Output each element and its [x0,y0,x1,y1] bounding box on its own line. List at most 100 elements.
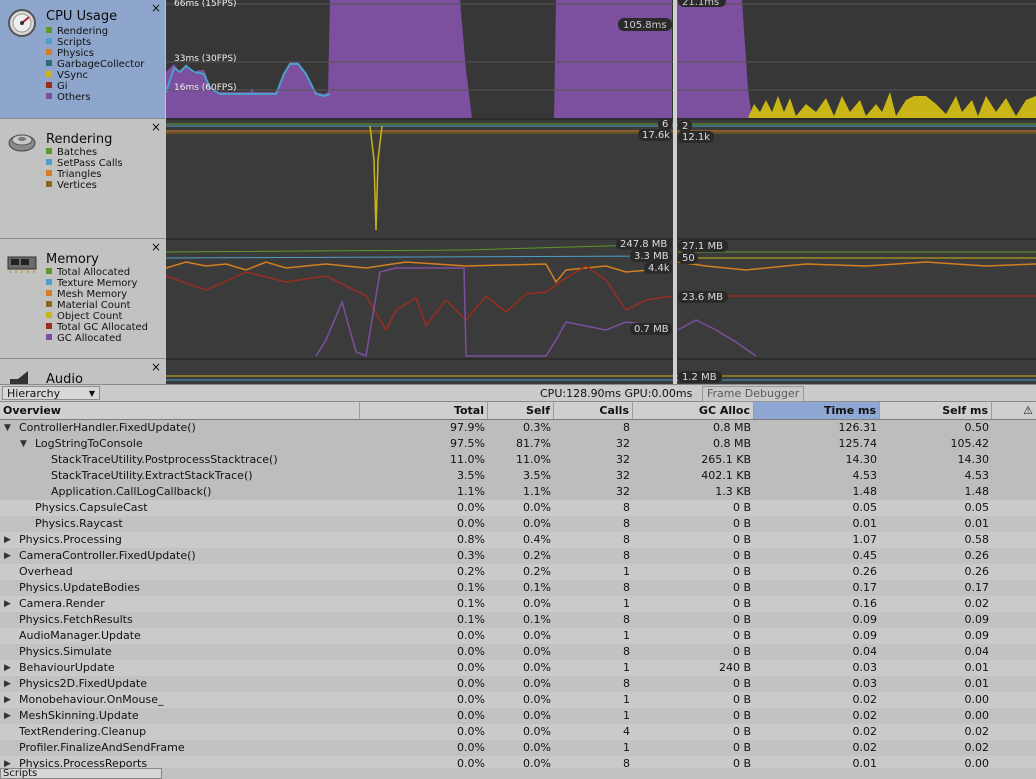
row-time: 0.02 [852,725,878,738]
row-total: 97.5% [450,437,485,450]
table-row[interactable]: ▶ Physics2D.FixedUpdate 0.0% 0.0% 8 0 B 0.03 0.… [0,676,1036,692]
table-row[interactable]: Profiler.FinalizeAndSendFrame 0.0% 0.0% 1 0 … [0,740,1036,756]
row-time: 14.30 [845,453,878,466]
table-row[interactable]: ▶ Monobehaviour.OnMouse_ 0.0% 0.0% 1 0 B 0.02 0… [0,692,1036,708]
row-self: 0.0% [523,597,551,610]
col-total[interactable]: Total [360,402,488,419]
close-icon[interactable]: × [150,1,161,15]
legend-item[interactable]: Material Count [46,300,148,311]
table-row[interactable]: Physics.CapsuleCast 0.0% 0.0% 8 0 B 0.05 0.05 [0,500,1036,516]
collapsed-arrow-icon[interactable]: ▶ [4,711,11,721]
fps60-label: 16ms (60FPS) [174,83,237,93]
row-self: 0.0% [523,725,551,738]
table-row[interactable]: Overhead 0.2% 0.2% 1 0 B 0.26 0.26 [0,564,1036,580]
col-gc-alloc[interactable]: GC Alloc [633,402,754,419]
legend-label: Total GC Allocated [57,322,149,333]
table-row[interactable]: StackTraceUtility.ExtractStackTrace() 3.5… [0,468,1036,484]
module-cpu-usage[interactable]: CPU Usage × Rendering Scripts Physics Garba… [0,0,165,119]
legend-item[interactable]: SetPass Calls [46,158,123,169]
legend-item[interactable]: Rendering [46,26,144,37]
fps30-label: 33ms (30FPS) [174,54,237,64]
collapsed-arrow-icon[interactable]: ▶ [4,599,11,609]
table-row[interactable]: ▶ BehaviourUpdate 0.0% 0.0% 1 240 B 0.03 0.01 [0,660,1036,676]
legend-item[interactable]: GarbageCollector [46,59,144,70]
legend-label: Rendering [57,26,109,37]
table-row[interactable]: Physics.FetchResults 0.1% 0.1% 8 0 B 0.09 0.09 [0,612,1036,628]
col-overview[interactable]: Overview [0,402,360,419]
audio-graph[interactable]: 1.2 MB [166,371,1036,383]
rendering-value-c: 2 [682,121,688,132]
legend-item[interactable]: Scripts [46,37,144,48]
collapsed-arrow-icon[interactable]: ▶ [4,695,11,705]
row-calls: 32 [616,453,630,466]
legend-item[interactable]: VSync [46,70,144,81]
legend-item[interactable]: Physics [46,48,144,59]
cpu-graph[interactable]: 66ms (15FPS) 33ms (30FPS) 16ms (60FPS) 1… [166,0,1036,118]
table-row[interactable]: TextRendering.Cleanup 0.0% 0.0% 4 0 B 0.02 0.0… [0,724,1036,740]
row-calls: 1 [623,597,630,610]
close-icon[interactable]: × [150,240,161,254]
legend-swatch [46,334,52,340]
frame-debugger-button[interactable]: Frame Debugger [702,386,805,402]
row-calls: 8 [623,517,630,530]
collapsed-arrow-icon[interactable]: ▶ [4,551,11,561]
view-dropdown[interactable]: Hierarchy ▼ [2,386,100,400]
close-icon[interactable]: × [150,120,161,134]
legend-item[interactable]: Texture Memory [46,278,148,289]
table-row[interactable]: Physics.UpdateBodies 0.1% 0.1% 8 0 B 0.17 0.17 [0,580,1036,596]
legend-item[interactable]: Others [46,92,144,103]
close-icon[interactable]: × [150,360,161,374]
legend-swatch [46,301,52,307]
collapsed-arrow-icon[interactable]: ▶ [4,759,11,769]
legend-item[interactable]: Object Count [46,311,148,322]
legend-item[interactable]: Gi [46,81,144,92]
memory-chip-icon [7,256,37,273]
row-name: Camera.Render [19,597,105,610]
legend-label: Object Count [57,311,123,322]
col-self-ms[interactable]: Self ms [880,402,992,419]
table-row[interactable]: ▶ Physics.Processing 0.8% 0.4% 8 0 B 1.07 0.58 [0,532,1036,548]
legend-item[interactable]: Triangles [46,169,123,180]
col-time-ms[interactable]: Time ms [754,402,880,419]
collapsed-arrow-icon[interactable]: ▶ [4,663,11,673]
table-row[interactable]: StackTraceUtility.PostprocessStacktrace(… [0,452,1036,468]
expanded-arrow-icon[interactable]: ▼ [20,439,27,449]
row-time: 1.48 [852,485,878,498]
table-row[interactable]: ▼ LogStringToConsole 97.5% 81.7% 32 0.8 MB 125… [0,436,1036,452]
table-row[interactable]: ▶ MeshSkinning.Update 0.0% 0.0% 1 0 B 0.02 0.00 [0,708,1036,724]
module-rendering[interactable]: Rendering × Batches SetPass Calls Triangle… [0,119,165,239]
row-name: MeshSkinning.Update [19,709,139,722]
collapsed-arrow-icon[interactable]: ▶ [4,679,11,689]
col-self[interactable]: Self [488,402,554,419]
expanded-arrow-icon[interactable]: ▼ [4,423,11,433]
collapsed-arrow-icon[interactable]: ▶ [4,535,11,545]
legend-item[interactable]: Total GC Allocated [46,322,148,333]
table-row[interactable]: ▶ Physics.ProcessReports 0.0% 0.0% 8 0 B 0.01 0… [0,756,1036,770]
legend-item[interactable]: Mesh Memory [46,289,148,300]
row-name: ControllerHandler.FixedUpdate() [19,421,196,434]
legend-item[interactable]: GC Allocated [46,333,148,344]
table-row[interactable]: ▼ ControllerHandler.FixedUpdate() 97.9% 0.3… [0,420,1036,436]
table-row[interactable]: ▶ Camera.Render 0.1% 0.0% 1 0 B 0.16 0.02 [0,596,1036,612]
module-audio[interactable]: Audio × [0,359,165,397]
table-row[interactable]: ▶ CameraController.FixedUpdate() 0.3% 0.2% 8… [0,548,1036,564]
module-memory[interactable]: Memory × Total Allocated Texture Memory Me… [0,239,165,359]
table-row[interactable]: Physics.Raycast 0.0% 0.0% 8 0 B 0.01 0.01 [0,516,1036,532]
legend-item[interactable]: Vertices [46,180,123,191]
rendering-graph[interactable]: 6 17.6k 2 12.1k [166,118,1036,231]
col-calls[interactable]: Calls [554,402,633,419]
module-sidebar: CPU Usage × Rendering Scripts Physics Garba… [0,0,165,397]
legend-item[interactable]: Batches [46,147,123,158]
memory-graph[interactable]: 247.8 MB 3.3 MB 4.4k 0.7 MB 27.1 MB 50 2… [166,238,1036,358]
legend-item[interactable]: Total Allocated [46,267,148,278]
table-row[interactable]: Application.CallLogCallback() 1.1% 1.1% 32 1… [0,484,1036,500]
row-selfms: 1.48 [964,485,990,498]
profiler-graphs[interactable]: 66ms (15FPS) 33ms (30FPS) 16ms (60FPS) 1… [166,0,1036,384]
frame-cursor[interactable] [673,0,677,384]
table-row[interactable]: Physics.Simulate 0.0% 0.0% 8 0 B 0.04 0.04 [0,644,1036,660]
bottom-dropdown[interactable]: Scripts [0,768,162,779]
row-gc: 0 B [732,549,751,562]
table-row[interactable]: AudioManager.Update 0.0% 0.0% 1 0 B 0.09 0.09 [0,628,1036,644]
row-gc: 0 B [732,533,751,546]
row-total: 0.0% [457,629,485,642]
